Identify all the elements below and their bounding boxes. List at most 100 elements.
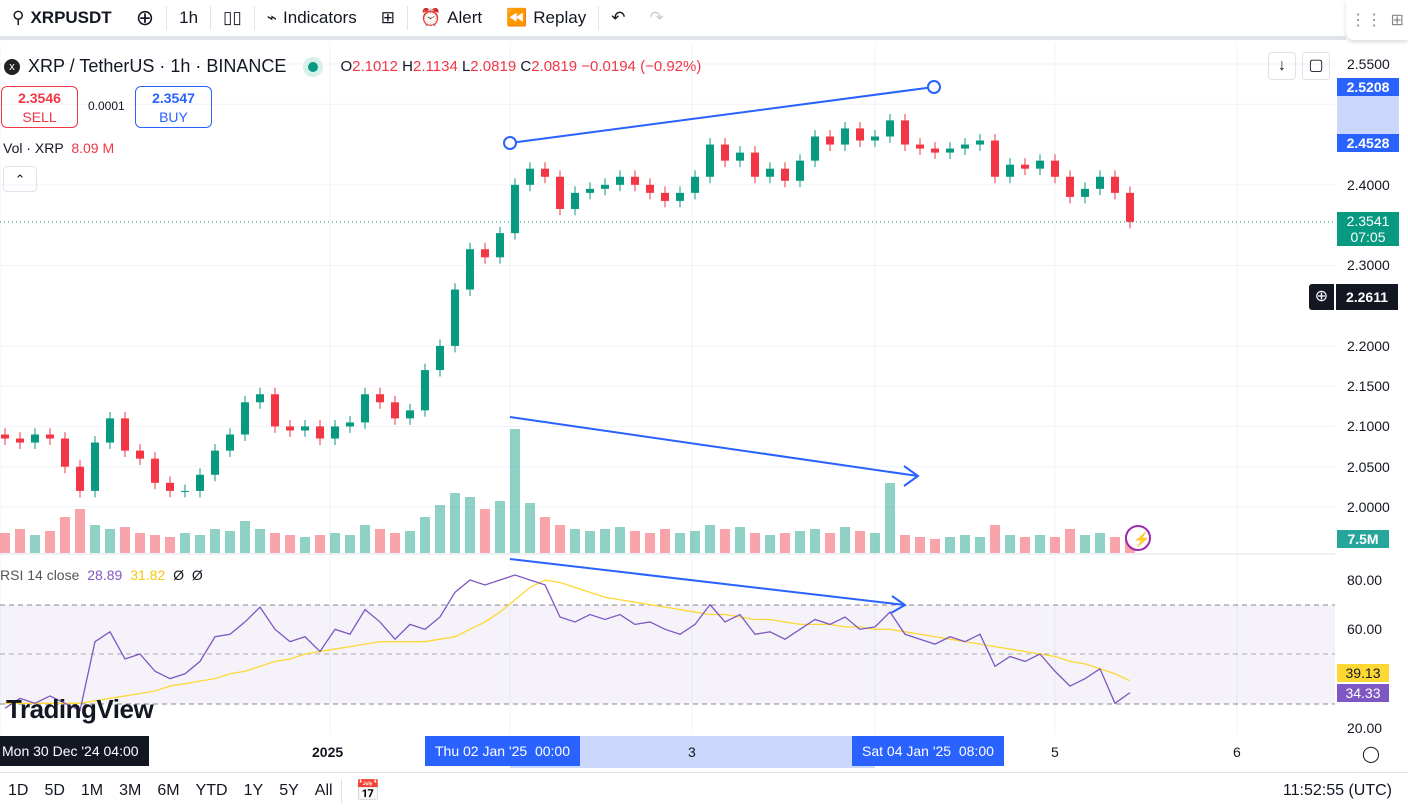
range-ytd[interactable]: YTD: [195, 781, 228, 799]
range-1m[interactable]: 1M: [80, 781, 104, 799]
volume-bar: [255, 529, 265, 553]
range-all[interactable]: All: [314, 781, 333, 799]
undo-button[interactable]: ↶: [599, 1, 637, 35]
collapse-legend-button[interactable]: ⌃: [3, 166, 37, 192]
alert-button[interactable]: ⏰ Alert: [419, 8, 483, 27]
volume-bar: [150, 535, 160, 553]
layouts-button[interactable]: ⊞: [369, 1, 407, 35]
symbol-search[interactable]: ⚲ XRPUSDT: [12, 8, 112, 27]
time-tick: 3: [688, 744, 696, 760]
candle-body: [841, 128, 849, 145]
candle-body: [226, 434, 234, 451]
arrow-head: [903, 465, 920, 487]
trend-line-price: [509, 86, 935, 144]
volume-bar: [660, 529, 670, 553]
replay-button[interactable]: ⏪ Replay: [506, 8, 587, 27]
redo-button[interactable]: ↷: [637, 1, 675, 35]
candle-body: [631, 176, 639, 185]
volume-bar: [0, 533, 10, 553]
volume-bar: [645, 533, 655, 553]
indicators-button[interactable]: ⌁ Indicators: [266, 8, 357, 27]
volume-bar: [270, 533, 280, 553]
rsi-ma-line: [5, 579, 1131, 704]
range-3m[interactable]: 3M: [119, 781, 142, 799]
interval-button[interactable]: 1h: [179, 8, 199, 27]
candle-body: [1051, 160, 1059, 177]
range-start-tag: Thu 02 Jan '25 00:00: [425, 736, 580, 766]
candle-body: [916, 144, 924, 149]
range-highlight: [1337, 96, 1399, 134]
candles: [1, 113, 1134, 498]
tradingview-logo: TradingView: [6, 694, 154, 724]
top-toolbar: ⚲ XRPUSDT ⊕ 1h ▯▯ ⌁ Indicators ⊞ ⏰ Alert ⏪ R…: [0, 0, 1346, 40]
volume-bar: [45, 531, 55, 553]
goto-date-icon[interactable]: 📅: [355, 780, 381, 802]
add-widget-icon[interactable]: ⊞: [1390, 12, 1404, 29]
scroll-down-button[interactable]: ↓: [1268, 52, 1296, 80]
rsi-tick: 80.00: [1347, 572, 1383, 588]
drawings[interactable]: [503, 80, 941, 614]
volume-bar: [465, 497, 475, 553]
volume-bar: [90, 525, 100, 553]
volume-bar: [975, 537, 985, 553]
candle-body: [811, 136, 819, 161]
candle-body: [1006, 164, 1014, 177]
range-1d[interactable]: 1D: [8, 781, 29, 799]
range-6m[interactable]: 6M: [157, 781, 180, 799]
lightning-icon[interactable]: [1125, 525, 1151, 551]
volume-bar: [330, 533, 340, 553]
candle-body: [676, 192, 684, 201]
range-1y[interactable]: 1Y: [243, 781, 264, 799]
ohlc-values: O2.1012 H2.1134 L2.0819 C2.0819 −0.0194 …: [340, 58, 702, 75]
drag-handle-icon[interactable]: ⋮⋮: [1350, 12, 1383, 29]
chart-type-button[interactable]: ▯▯: [211, 1, 254, 35]
trend-arrow-rsi: [509, 558, 906, 606]
volume-bar: [30, 535, 40, 553]
time-tick: 6: [1233, 744, 1241, 760]
volume-bar: [360, 525, 370, 553]
candle-body: [931, 148, 939, 153]
compare-button[interactable]: ⊕: [124, 1, 166, 35]
volume-bar: [720, 529, 730, 553]
volume-bar: [240, 521, 250, 553]
volume-bar: [810, 529, 820, 553]
time-tick: 2025: [312, 744, 344, 760]
candle-body: [46, 434, 54, 439]
candle-body: [151, 458, 159, 483]
chart-canvas[interactable]: ⚡: [0, 44, 1335, 772]
fullscreen-button[interactable]: ▢: [1302, 52, 1330, 80]
settings-icon[interactable]: ◯: [1362, 746, 1380, 763]
candle-body: [316, 426, 324, 439]
candle-body: [166, 482, 174, 491]
price-tick: 2.0000: [1347, 499, 1390, 515]
range-low-tag: 2.4528: [1337, 134, 1399, 152]
symbol-title[interactable]: XRP / TetherUS · 1h · BINANCE: [28, 56, 287, 76]
spread: 0.0001: [88, 99, 125, 113]
redo-icon: ↷: [649, 8, 664, 27]
volume-bar: [420, 517, 430, 553]
candle-body: [616, 176, 624, 185]
candle-body: [1021, 164, 1029, 169]
clock[interactable]: 11:52:55 (UTC): [1282, 781, 1392, 799]
volume-bar: [195, 535, 205, 553]
sell-button[interactable]: 2.3546 SELL: [1, 86, 78, 128]
volume-bar: [915, 537, 925, 553]
candle-body: [391, 402, 399, 419]
buy-button[interactable]: 2.3547 BUY: [135, 86, 212, 128]
grid: [0, 44, 1335, 734]
price-tick: 2.2000: [1347, 337, 1390, 354]
rsi-tag: 34.33: [1337, 684, 1389, 702]
volume-bar: [165, 537, 175, 553]
volume-bar: [1080, 535, 1090, 553]
range-5d[interactable]: 5D: [44, 781, 65, 799]
crosshair-time-tag: Mon 30 Dec '24 04:00: [0, 736, 149, 766]
plus-circle-icon: ⊕: [135, 5, 155, 30]
volume-bar: [945, 537, 955, 553]
range-5y[interactable]: 5Y: [279, 781, 299, 799]
candle-body: [1126, 192, 1134, 222]
candle-body: [211, 450, 219, 475]
volume-bar: [390, 533, 400, 553]
add-alert-plus-icon[interactable]: ⊕: [1309, 284, 1334, 310]
volume-bar: [345, 535, 355, 553]
price-axis[interactable]: 2.55002.50002.40002.30002.20002.15002.10…: [1335, 44, 1408, 772]
